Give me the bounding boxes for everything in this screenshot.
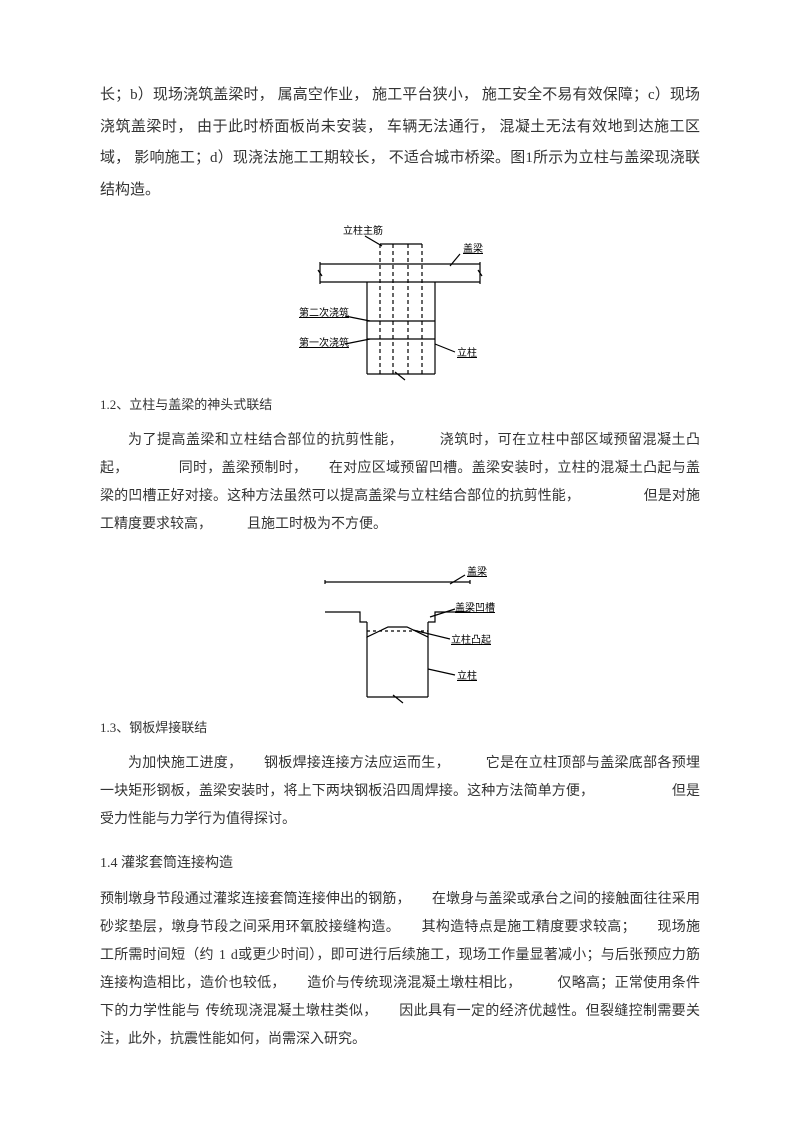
section-1-4-body: 预制墩身节段通过灌浆连接套筒连接伸出的钢筋， 在墩身与盖梁或承台之间的接触面往往…	[100, 886, 700, 1054]
document-page: 长；b）现场浇筑盖梁时， 属高空作业， 施工平台狭小， 施工安全不易有效保障；c…	[0, 0, 800, 1133]
section-1-2-title: 1.2、立柱与盖梁的神头式联结	[100, 394, 700, 413]
fig1-label-main-rebar: 立柱主筋	[343, 224, 383, 237]
intro-paragraph: 长；b）现场浇筑盖梁时， 属高空作业， 施工平台狭小， 施工安全不易有效保障；c…	[100, 80, 700, 206]
section-1-4-title: 1.4 灌浆套筒连接构造	[100, 852, 700, 872]
figure-2: 盖梁 盖梁凹槽 立柱凸起 立柱	[295, 557, 505, 707]
fig1-label-first-pour: 第一次浇筑	[299, 336, 349, 349]
figure-1: 立柱主筋 盖梁 第二次浇筑 第一次浇筑 立柱	[285, 224, 515, 384]
section-1-2-body: 为了提高盖梁和立柱结合部位的抗剪性能， 浇筑时，可在立柱中部区域预留混凝土凸起，…	[100, 427, 700, 539]
section-1-3-body: 为加快施工进度， 钢板焊接连接方法应运而生， 它是在立柱顶部与盖梁底部各预埋一块…	[100, 750, 700, 834]
fig2-label-cap-beam: 盖梁	[467, 565, 487, 578]
fig2-label-bulge: 立柱凸起	[451, 633, 491, 646]
section-1-3-title: 1.3、钢板焊接联结	[100, 717, 700, 736]
fig1-label-second-pour: 第二次浇筑	[299, 306, 349, 319]
fig2-label-groove: 盖梁凹槽	[455, 601, 495, 614]
fig1-label-cap-beam: 盖梁	[463, 242, 483, 255]
fig1-label-column: 立柱	[457, 346, 477, 359]
fig2-label-column: 立柱	[457, 669, 477, 682]
